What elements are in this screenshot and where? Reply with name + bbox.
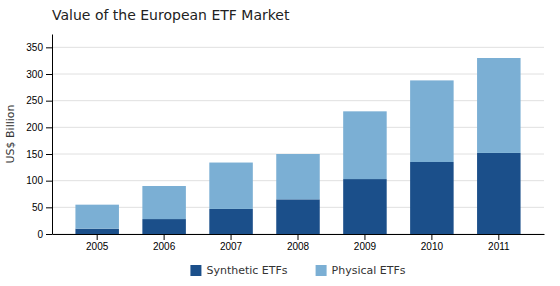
bar — [343, 111, 387, 179]
grid-line — [52, 127, 544, 128]
title: Value of the European ETF Market — [52, 7, 290, 23]
x-tick — [364, 234, 365, 240]
y-tick-label: 50 — [32, 202, 44, 213]
y-tick-label: 0 — [37, 229, 43, 240]
y-tick-group: 350 — [26, 42, 52, 53]
legend-item: Physical ETFs — [316, 264, 406, 277]
bar — [209, 163, 253, 209]
grid-line — [52, 74, 544, 75]
x-tick-group: 2007 — [220, 234, 243, 252]
series — [75, 58, 520, 229]
legend-label: Synthetic ETFs — [206, 264, 287, 277]
y-tick-group: 0 — [37, 229, 52, 240]
x-tick-group: 2005 — [86, 234, 109, 252]
bar — [410, 80, 454, 162]
x-tick-label: 2010 — [421, 241, 444, 252]
x-tick-group: 2010 — [421, 234, 444, 252]
legend: Synthetic ETFs Physical ETFs — [190, 264, 405, 277]
y-tick-group: 150 — [26, 149, 52, 160]
grid-line — [52, 100, 544, 101]
y-tick — [46, 207, 52, 208]
legend-swatch — [316, 265, 327, 276]
y-tick-label: 150 — [26, 149, 43, 160]
series — [75, 153, 520, 234]
bar — [276, 199, 320, 234]
y-tick-label: 350 — [26, 42, 43, 53]
x-tick — [164, 234, 165, 240]
grid-line — [52, 47, 544, 48]
y-tick-group: 250 — [26, 95, 52, 106]
bar — [477, 153, 521, 234]
legend-item: Synthetic ETFs — [190, 264, 287, 277]
x-tick — [231, 234, 232, 240]
x-tick-label: 2005 — [86, 241, 109, 252]
y-tick — [46, 181, 52, 182]
y-tick-group: 50 — [32, 202, 52, 213]
plot: 2005 2006 2007 2008 2009 2010 2011 0 50 100 150 200… — [26, 35, 544, 253]
y-label: US$ Billion — [4, 104, 17, 163]
x-tick — [97, 234, 98, 240]
bars — [75, 58, 520, 234]
x-tick — [498, 234, 499, 240]
x-tick-group: 2006 — [153, 234, 176, 252]
x-tick-label: 2007 — [220, 241, 243, 252]
grid — [52, 47, 544, 234]
bar — [477, 58, 521, 153]
y-tick-group: 100 — [26, 175, 52, 186]
chart: 2005 2006 2007 2008 2009 2010 2011 0 50 100 150 200… — [0, 0, 560, 286]
y-tick — [46, 101, 52, 102]
x-tick-label: 2011 — [488, 241, 510, 252]
y-tick-label: 250 — [26, 95, 43, 106]
x-tick-label: 2009 — [354, 241, 377, 252]
bar — [142, 219, 186, 234]
y-tick — [46, 234, 52, 235]
bar — [343, 179, 387, 234]
x-tick-group: 2008 — [287, 234, 310, 252]
x-tick-group: 2011 — [488, 234, 510, 252]
x-axis: 2005 2006 2007 2008 2009 2010 2011 — [53, 234, 545, 252]
bar — [75, 229, 119, 234]
legend-swatch — [190, 265, 201, 276]
bar — [209, 209, 253, 234]
bar — [142, 186, 186, 219]
y-tick-label: 100 — [26, 175, 43, 186]
bar — [276, 154, 320, 199]
x-tick — [298, 234, 299, 240]
x-tick-group: 2009 — [354, 234, 377, 252]
y-tick-label: 200 — [26, 122, 43, 133]
x-tick — [431, 234, 432, 240]
y-tick-group: 200 — [26, 122, 52, 133]
legend-label: Physical ETFs — [332, 264, 406, 277]
x-tick-label: 2008 — [287, 241, 310, 252]
y-tick-group: 300 — [26, 69, 52, 80]
y-axis-line — [52, 35, 53, 235]
y-tick — [46, 154, 52, 155]
bar — [410, 162, 454, 234]
y-axis: 0 50 100 150 200 250 300 350 — [26, 35, 52, 240]
y-tick — [46, 127, 52, 128]
bar — [75, 205, 119, 229]
y-tick — [46, 47, 52, 48]
y-tick-label: 300 — [26, 69, 43, 80]
x-tick-label: 2006 — [153, 241, 176, 252]
y-tick — [46, 74, 52, 75]
